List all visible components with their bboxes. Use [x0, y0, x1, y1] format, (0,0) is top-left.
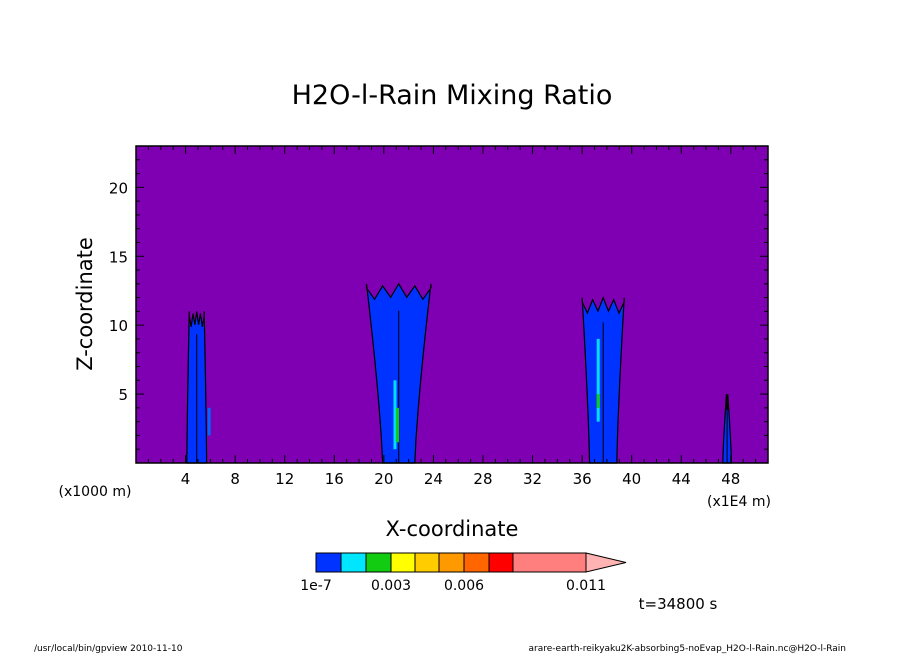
y-tick-label: 5: [118, 386, 128, 404]
plume-3: [581, 295, 625, 464]
x-tick-label: 16: [325, 470, 344, 488]
y-axis: 5 10 15 20: [109, 159, 768, 450]
plume-core: [207, 407, 211, 436]
x-tick-label: 20: [374, 470, 393, 488]
y-tick-label: 10: [109, 317, 128, 335]
plot-background: [136, 146, 768, 463]
y-tick-label: 20: [109, 179, 128, 197]
colorbar-swatch: [438, 552, 465, 573]
x-tick-label: 8: [230, 470, 240, 488]
x-tick-label: 36: [573, 470, 592, 488]
time-label: t=34800 s: [639, 595, 718, 613]
x-tick-label: 4: [181, 470, 191, 488]
colorbar-swatch: [390, 552, 416, 573]
x-tick-label: 12: [275, 470, 294, 488]
plume-core: [393, 380, 397, 450]
plume-2: [365, 282, 432, 464]
footer-right: arare-earth-reikyaku2K-absorbing5-noEvap…: [529, 644, 846, 654]
y-tick-label: 15: [109, 248, 128, 266]
plot-frame: [135, 145, 769, 464]
colorbar-swatch: [463, 552, 490, 573]
colorbar-swatch: [512, 552, 587, 573]
plot-area: [135, 145, 769, 464]
colorbar-swatch: [414, 552, 440, 573]
x-tick-label: 28: [473, 470, 492, 488]
plume-core: [596, 338, 600, 422]
plume-1: [186, 311, 211, 464]
footer-left: /usr/local/bin/gpview 2010-11-10: [34, 644, 183, 654]
colorbar-arrow: [585, 552, 627, 573]
x-axis: 4 8 12 16 20 24 28 32 36 40 44 48: [147, 146, 757, 488]
x-axis-label: X-coordinate: [386, 517, 519, 541]
plume-4: [722, 394, 733, 464]
y-axis-label: Z-coordinate: [73, 237, 97, 371]
colorbar-swatch: [340, 552, 367, 573]
x-tick-label: 32: [523, 470, 542, 488]
x-tick-label: 44: [672, 470, 691, 488]
plume-core: [596, 394, 600, 408]
colorbar-swatch: [488, 552, 514, 573]
colorbar-swatch: [365, 552, 392, 573]
x-tick-label: 48: [721, 470, 740, 488]
colorbar: 1e-7 0.003 0.006 0.011: [300, 552, 627, 594]
x-unit-right: (x1E4 m): [707, 494, 771, 510]
chart-title: H2O-l-Rain Mixing Ratio: [292, 80, 613, 111]
plume-core: [395, 407, 399, 443]
x-unit-left: (x1000 m): [59, 484, 132, 500]
colorbar-label: 0.003: [371, 578, 411, 594]
x-tick-label: 24: [424, 470, 443, 488]
colorbar-label: 1e-7: [300, 578, 331, 594]
colorbar-label: 0.011: [566, 578, 606, 594]
x-tick-label: 40: [622, 470, 641, 488]
colorbar-swatch: [315, 552, 342, 573]
colorbar-label: 0.006: [444, 578, 484, 594]
